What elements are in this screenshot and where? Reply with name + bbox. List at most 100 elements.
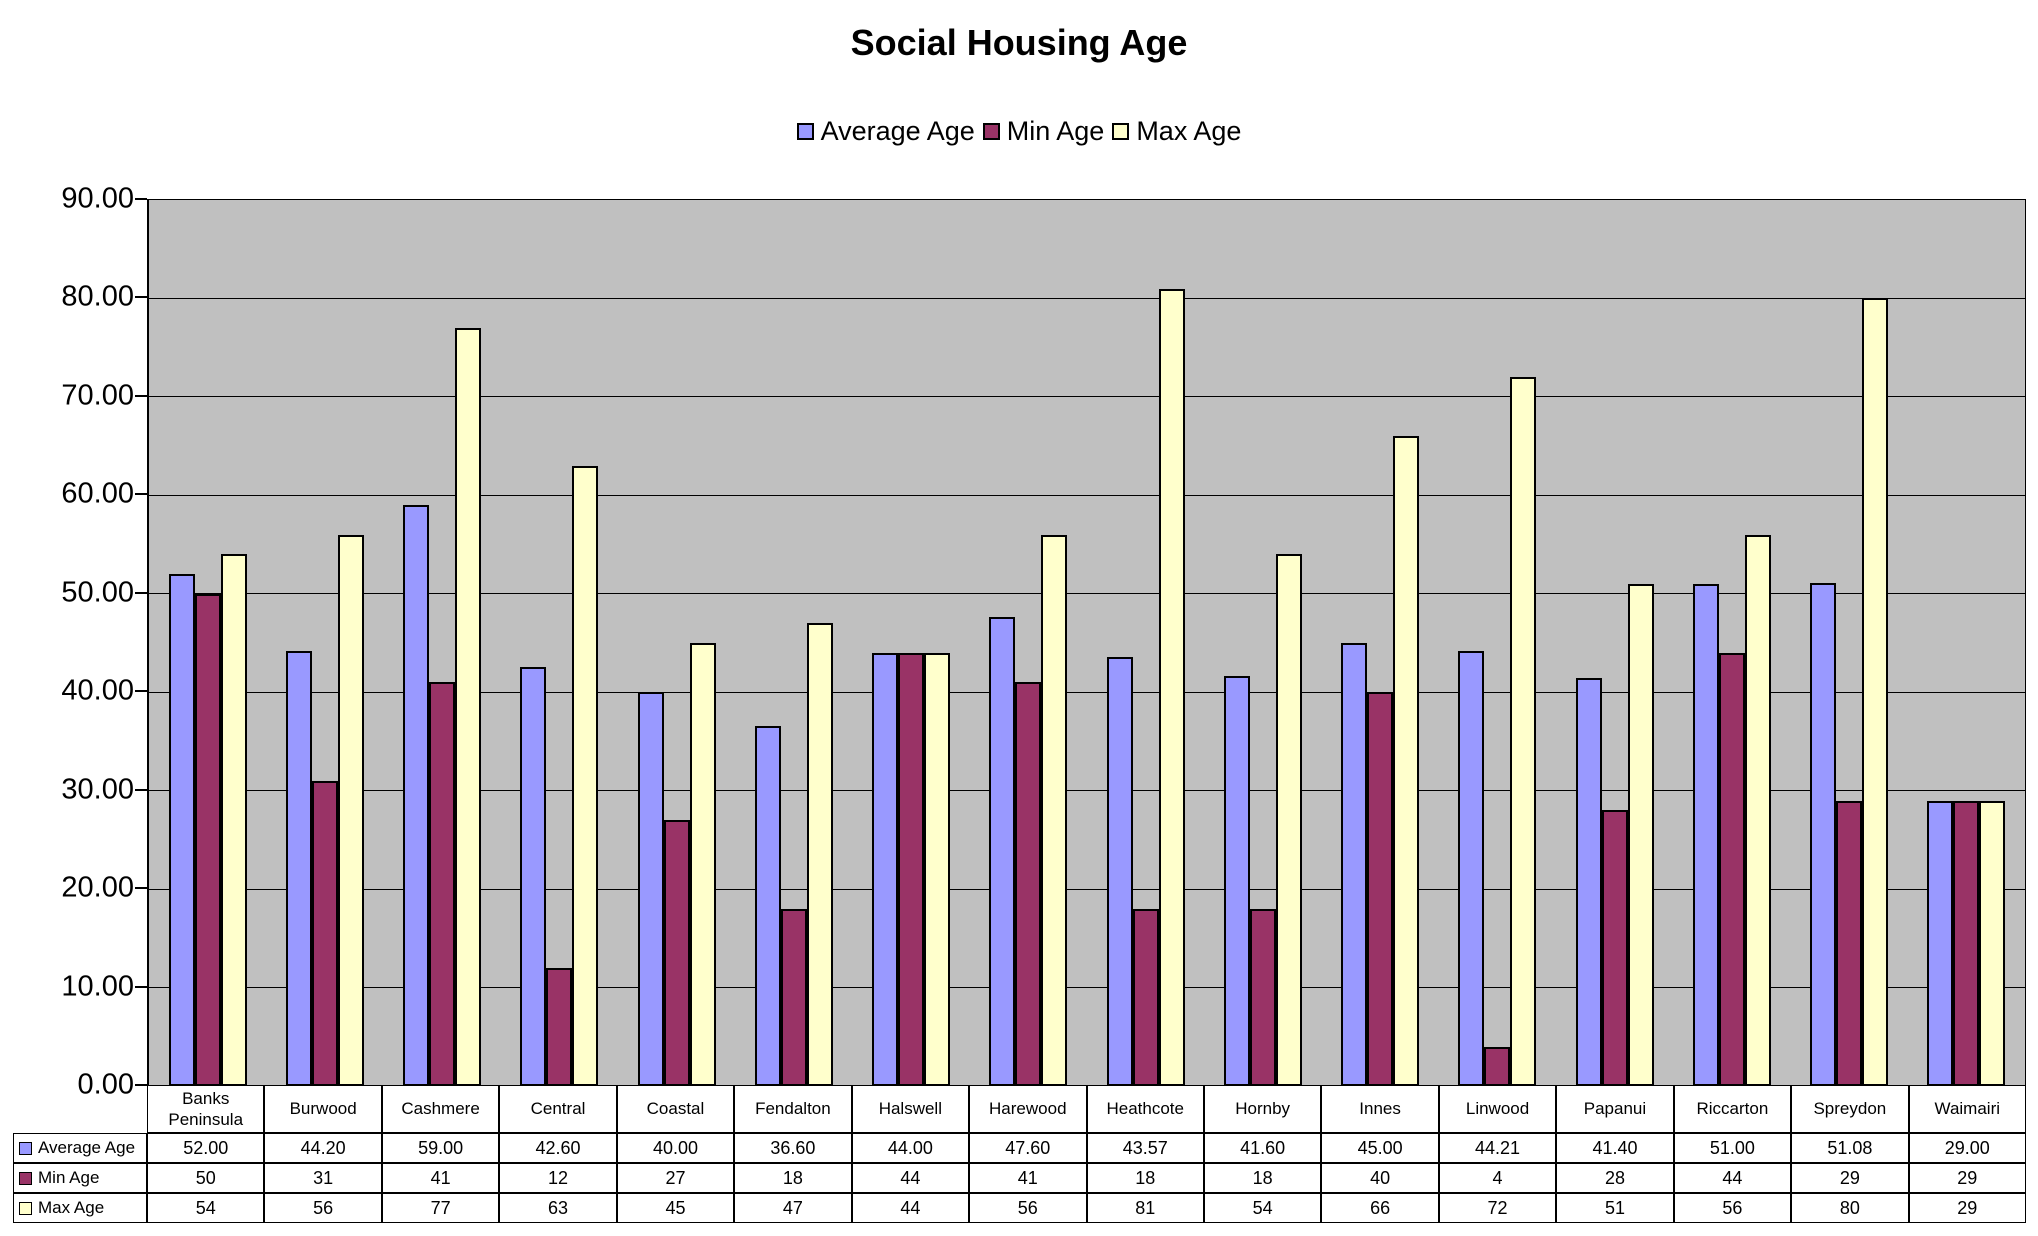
grid-line [149,396,2025,398]
value-cell: 44 [851,1163,970,1193]
value-cell: 41 [381,1163,500,1193]
grid-line [149,790,2025,792]
y-tick [135,985,147,988]
category-header-cell: Linwood [1438,1085,1557,1133]
legend-item: Min Age [982,116,1105,147]
value-cell: 72 [1438,1193,1557,1223]
legend-swatch-icon [982,123,1000,140]
data-table: Banks Peninsula Burwood Cashmere Central Coa… [13,1085,2026,1223]
value-cell: 28 [1556,1163,1674,1193]
chart-legend: Average Age Min Age Max Age [0,116,2038,147]
value-cell: 54 [1203,1193,1322,1223]
bar [1862,298,1889,1086]
bar [1041,534,1068,1086]
value-cell: 51 [1556,1193,1674,1223]
category-header-cell: Banks Peninsula [147,1085,265,1133]
bar [989,617,1016,1086]
value-cell: 56 [969,1193,1087,1223]
bar [168,574,195,1086]
value-cell: 44.21 [1438,1133,1557,1163]
value-cell: 80 [1791,1193,1909,1223]
bar [1132,908,1159,1086]
category-header-cell: Fendalton [734,1085,852,1133]
bar [520,666,547,1086]
category-header-cell: Riccarton [1673,1085,1792,1133]
bar [1275,554,1302,1086]
bar [1692,583,1719,1086]
value-cell: 51.00 [1673,1133,1792,1163]
bar [1484,1046,1511,1086]
grid-line [149,494,2025,496]
bar [1627,583,1654,1086]
y-tick [135,887,147,890]
series-key-icon [19,1171,32,1185]
value-cell: 47.60 [969,1133,1087,1163]
category-header-cell: Spreydon [1791,1085,1909,1133]
value-cell: 44.00 [851,1133,970,1163]
category-header-cell: Harewood [969,1085,1087,1133]
bar [194,593,221,1086]
series-name: Average Age [38,1138,136,1157]
value-cell: 29 [1908,1163,2026,1193]
y-tick [135,1084,147,1086]
bar [1015,682,1042,1086]
y-tick [135,690,147,693]
value-cell: 18 [1203,1163,1322,1193]
value-cell: 56 [264,1193,382,1223]
value-cell: 29 [1791,1163,1909,1193]
bar [546,967,573,1086]
bar [455,327,482,1086]
value-cell: 41 [969,1163,1087,1193]
category-header-cell: Coastal [616,1085,735,1133]
value-cell: 44.20 [264,1133,382,1163]
bar [1510,377,1537,1086]
grid-line [149,297,2025,299]
y-tick-label: 50.00 [61,576,134,609]
bar [1223,676,1250,1086]
value-cell: 45 [616,1193,735,1223]
bar [637,692,664,1086]
y-tick-label: 70.00 [61,379,134,412]
series-label-cell: Average Age [13,1133,147,1163]
value-cell: 12 [499,1163,617,1193]
value-cell: 40 [1321,1163,1439,1193]
y-tick-label: 10.00 [61,970,134,1003]
bar [1810,583,1837,1086]
y-tick-label: 90.00 [61,182,134,215]
y-tick-label: 40.00 [61,674,134,707]
value-cell: 31 [264,1163,382,1193]
legend-item: Average Age [796,116,975,147]
value-cell: 81 [1086,1193,1204,1223]
bar [898,652,925,1086]
value-cell: 18 [1086,1163,1204,1193]
bar [1106,657,1133,1086]
category-header-cell: Hornby [1203,1085,1322,1133]
value-cell: 4 [1438,1163,1557,1193]
bar [1718,652,1745,1086]
bar [1744,534,1771,1086]
bar [572,465,599,1086]
bar [1979,800,2006,1086]
category-header-cell: Burwood [264,1085,382,1133]
chart-title: Social Housing Age [850,22,1188,63]
grid-line [149,987,2025,989]
category-header-cell: Papanui [1556,1085,1674,1133]
bar [663,820,690,1086]
legend-label: Average Age [820,116,975,146]
value-cell: 41.40 [1556,1133,1674,1163]
y-tick-label: 80.00 [61,280,134,313]
bar [689,643,716,1086]
series-name: Min Age [38,1168,100,1187]
value-cell: 41.60 [1203,1133,1322,1163]
bar [780,908,807,1086]
value-cell: 29 [1908,1193,2026,1223]
bar [337,534,364,1086]
plot-area [147,199,2026,1088]
value-cell: 66 [1321,1193,1439,1223]
legend-label: Max Age [1136,116,1242,146]
value-cell: 44 [1673,1163,1792,1193]
bar [1393,436,1420,1086]
legend-label: Min Age [1006,116,1105,146]
category-header-cell: Waimairi [1908,1085,2026,1133]
value-cell: 43.57 [1086,1133,1204,1163]
